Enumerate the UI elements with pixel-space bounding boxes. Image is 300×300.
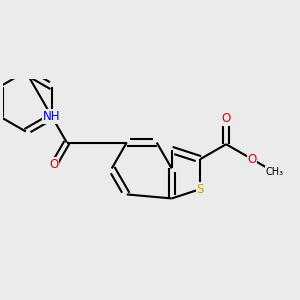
Text: NH: NH	[43, 110, 61, 123]
Text: O: O	[50, 158, 59, 171]
Text: O: O	[221, 112, 231, 125]
Text: O: O	[248, 153, 257, 166]
Text: CH₃: CH₃	[265, 167, 283, 177]
Text: S: S	[196, 183, 204, 196]
